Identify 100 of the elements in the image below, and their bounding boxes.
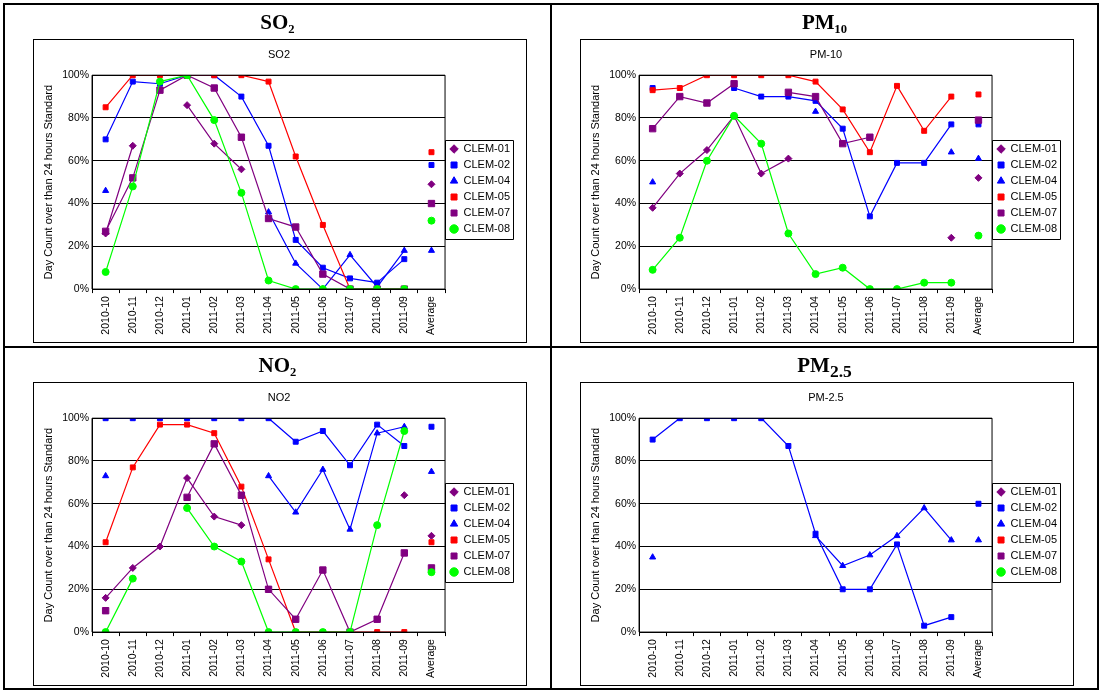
x-tick-label: Average <box>971 638 984 678</box>
y-axis-title: Day Count over than 24 hours Standard <box>588 84 601 280</box>
legend-label: CLEM-02 <box>1010 500 1058 513</box>
legend-label: CLEM-08 <box>1010 222 1058 235</box>
y-tick-label: 40% <box>615 196 637 209</box>
chart-title: PM$_{2.5}$ <box>796 351 853 382</box>
x-tick-label: 2010-12 <box>152 638 165 678</box>
chart-title: PM₁₀ <box>800 9 849 36</box>
y-tick-label: 60% <box>615 153 637 166</box>
x-tick-label: 2011-04 <box>808 295 821 334</box>
y-tick-label: 20% <box>615 239 637 252</box>
x-tick-label: 2011-03 <box>234 295 247 334</box>
x-tick-label: 2011-08 <box>917 295 930 334</box>
x-tick-label: 2011-04 <box>261 638 274 677</box>
x-tick-label: 2011-02 <box>754 638 767 677</box>
x-tick-label: 2011-05 <box>835 638 848 677</box>
x-tick-label: 2010-10 <box>98 295 111 335</box>
x-tick-label: 2011-05 <box>288 295 301 334</box>
x-tick-label: 2011-08 <box>370 638 383 677</box>
x-tick-label: 2011-08 <box>370 295 383 334</box>
x-tick-label: 2011-01 <box>726 638 739 677</box>
x-tick-label: 2011-08 <box>917 638 930 677</box>
x-tick-label: 2011-09 <box>397 638 410 677</box>
x-tick-label: 2011-06 <box>862 638 875 677</box>
y-tick-label: 0% <box>73 281 90 294</box>
x-tick-label: 2011-03 <box>234 638 247 677</box>
legend-label: CLEM-02 <box>463 158 511 171</box>
legend-label: CLEM-05 <box>1010 190 1058 203</box>
y-tick-label: 40% <box>68 538 90 551</box>
x-tick-label: 2011-02 <box>754 295 767 334</box>
x-tick-label: 2011-04 <box>808 638 821 677</box>
x-tick-label: 2011-06 <box>862 295 875 334</box>
x-tick-label: Average <box>424 638 437 678</box>
y-tick-label: 100% <box>62 68 90 81</box>
legend-label: CLEM-01 <box>1010 142 1058 155</box>
x-tick-label: 2011-02 <box>207 295 220 334</box>
x-tick-label: 2011-06 <box>315 295 328 334</box>
x-tick-label: 2010-10 <box>645 295 658 335</box>
y-tick-label: 40% <box>68 196 90 209</box>
legend-label: CLEM-01 <box>463 484 511 497</box>
y-tick-label: 20% <box>68 581 90 594</box>
y-tick-label: 100% <box>609 410 637 423</box>
x-tick-label: 2011-01 <box>179 295 192 334</box>
y-tick-label: 20% <box>615 581 637 594</box>
x-tick-label: 2010-11 <box>125 638 138 677</box>
legend-label: CLEM-07 <box>463 548 511 561</box>
x-tick-label: 2010-12 <box>152 295 165 335</box>
y-tick-label: 60% <box>615 496 637 509</box>
legend-label: CLEM-08 <box>1010 564 1058 577</box>
y-axis-title: Day Count over than 24 hours Standard <box>588 427 601 622</box>
x-tick-label: 2011-07 <box>889 638 902 677</box>
y-tick-label: 40% <box>615 538 637 551</box>
x-tick-label: 2011-07 <box>342 295 355 334</box>
x-tick-label: 2010-11 <box>125 295 138 334</box>
x-tick-label: 2011-09 <box>397 295 410 334</box>
x-tick-label: 2011-01 <box>179 638 192 677</box>
legend-label: CLEM-05 <box>463 532 511 545</box>
x-tick-label: 2011-05 <box>835 295 848 334</box>
y-axis-title: Day Count over than 24 hours Standard <box>41 427 54 622</box>
chart-title: SO₂ <box>259 9 296 36</box>
y-tick-label: 80% <box>68 110 90 123</box>
y-tick-label: 20% <box>68 239 90 252</box>
chart-subtitle: PM-2.5 <box>808 390 844 403</box>
legend-label: CLEM-07 <box>463 206 511 219</box>
x-tick-label: 2010-12 <box>699 638 712 678</box>
legend-label: CLEM-04 <box>1010 174 1058 187</box>
y-tick-label: 0% <box>73 624 90 637</box>
y-tick-label: 0% <box>620 624 637 637</box>
legend-label: CLEM-04 <box>463 174 511 187</box>
x-tick-label: 2011-07 <box>889 295 902 334</box>
x-tick-label: 2010-10 <box>98 638 111 678</box>
x-tick-label: 2011-03 <box>781 295 794 334</box>
legend-label: CLEM-04 <box>463 516 511 529</box>
y-tick-label: 60% <box>68 153 90 166</box>
chart-subtitle: PM-10 <box>809 47 843 60</box>
y-tick-label: 80% <box>615 110 637 123</box>
x-tick-label: 2010-11 <box>672 295 685 334</box>
y-tick-label: 80% <box>615 453 637 466</box>
y-tick-label: 60% <box>68 496 90 509</box>
legend-label: CLEM-07 <box>1010 548 1058 561</box>
x-tick-label: 2011-01 <box>726 295 739 334</box>
x-tick-label: 2010-12 <box>699 295 712 335</box>
x-tick-label: 2011-07 <box>342 638 355 677</box>
x-tick-label: 2011-05 <box>288 638 301 677</box>
legend-label: CLEM-04 <box>1010 516 1058 529</box>
x-tick-label: 2011-04 <box>261 295 274 334</box>
legend-label: CLEM-05 <box>463 190 511 203</box>
x-tick-label: 2011-09 <box>944 638 957 677</box>
x-tick-label: 2010-11 <box>672 638 685 677</box>
legend-label: CLEM-05 <box>1010 532 1058 545</box>
y-tick-label: 80% <box>68 453 90 466</box>
x-tick-label: 2010-10 <box>645 638 658 678</box>
y-tick-label: 100% <box>609 68 637 81</box>
legend-label: CLEM-08 <box>463 222 511 235</box>
y-tick-label: 0% <box>620 281 637 294</box>
chart-subtitle: NO2 <box>267 390 291 403</box>
chart-title: NO₂ <box>257 351 298 379</box>
y-tick-label: 100% <box>62 410 90 423</box>
legend-label: CLEM-02 <box>463 500 511 513</box>
x-tick-label: 2011-02 <box>207 638 220 677</box>
